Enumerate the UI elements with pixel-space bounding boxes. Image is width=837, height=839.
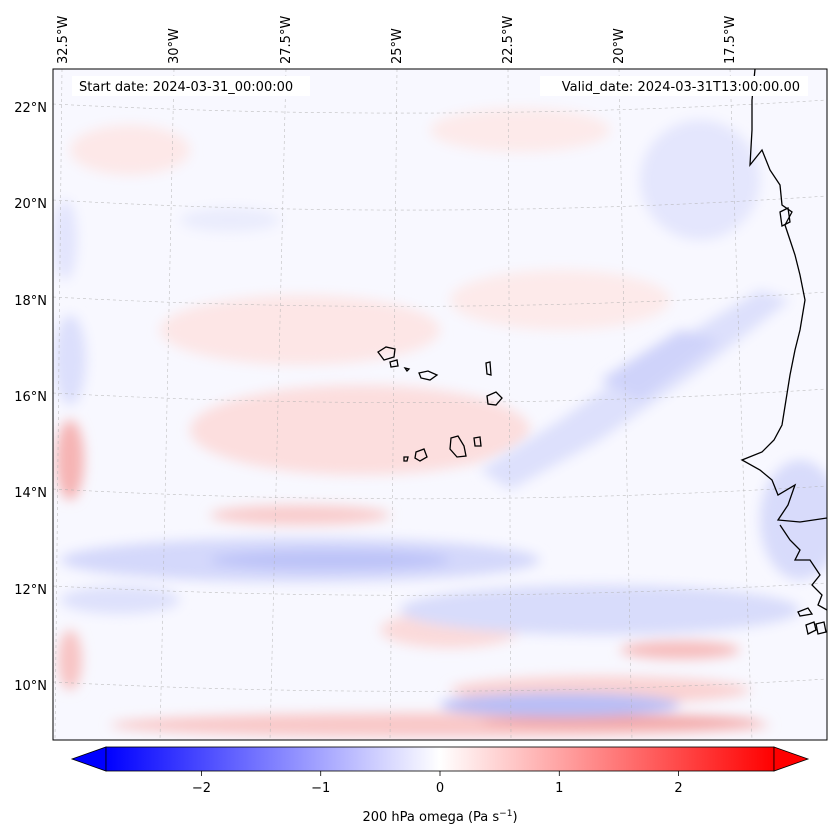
meridian-line — [729, 69, 753, 740]
parallel-line — [53, 388, 827, 403]
coastline-africa — [740, 69, 827, 523]
lat-label-16n: 16°N — [14, 390, 47, 405]
colorbar-label-main: 200 hPa omega (Pa s — [362, 810, 499, 825]
graticule — [53, 69, 827, 740]
meridian-line — [159, 69, 175, 740]
coastline-island-bijagos — [815, 621, 827, 635]
omega-positive-region — [160, 295, 440, 365]
parallel-line — [53, 195, 827, 211]
omega-positive-region — [620, 641, 740, 659]
colorbar-extend-min — [70, 746, 107, 772]
omega-negative-region — [53, 200, 77, 280]
colorbar-label-tail: ) — [512, 810, 517, 825]
latitude-labels: 22°N 20°N 18°N 16°N 14°N 12°N 10°N — [14, 101, 47, 694]
parallel-line — [53, 99, 827, 114]
omega-negative-region — [640, 120, 760, 240]
omega-positive-region — [450, 270, 670, 330]
omega-negative-region — [210, 550, 450, 570]
colorbar-tick-label: −2 — [192, 781, 211, 796]
meridian-line — [269, 69, 287, 740]
island-sao-nicolau — [418, 370, 439, 381]
lat-label-14n: 14°N — [14, 486, 47, 501]
omega-negative-band-shape — [600, 330, 720, 400]
omega-field — [53, 108, 827, 737]
colorbar-extend-max — [773, 746, 810, 772]
longitude-labels: 32.5°W 30°W 27.5°W 25°W 22.5°W 20°W 17.5… — [56, 16, 738, 64]
map-panel: Start date: 2024-03-31_00:00:00 Valid_da… — [53, 69, 827, 740]
valid-date-box — [540, 76, 808, 96]
coastline — [740, 69, 827, 635]
coastline-africa-south — [779, 524, 827, 611]
meridian-line — [507, 69, 512, 740]
colorbar-tick-label: 0 — [436, 781, 444, 796]
parallel-line — [53, 678, 827, 692]
coastline-island-bijagos — [805, 621, 817, 635]
lon-label-25w: 25°W — [390, 28, 405, 64]
colorbar-ticks: −2 −1 0 1 2 — [192, 771, 683, 796]
colorbar-label-exponent: −1 — [499, 809, 512, 819]
island-santo-antao — [377, 346, 396, 361]
parallel-line — [53, 291, 827, 307]
omega-positive-region — [56, 420, 84, 500]
island-sao-vicente — [389, 359, 399, 368]
lon-label-22-5w: 22.5°W — [501, 16, 516, 64]
island-boa-vista — [486, 391, 503, 406]
colorbar-gradient — [105, 746, 775, 772]
coastline-island-bijagos — [797, 607, 814, 617]
island-santiago — [449, 435, 467, 458]
lat-label-18n: 18°N — [14, 294, 47, 309]
island-maio — [473, 436, 482, 447]
omega-negative-region — [60, 586, 180, 614]
colorbar-tick-label: 1 — [555, 781, 563, 796]
lon-label-30w: 30°W — [167, 28, 182, 64]
meridian-line — [389, 69, 398, 740]
map-frame — [52, 68, 828, 741]
meridian-line — [54, 69, 63, 740]
omega-positive-region — [480, 715, 760, 729]
cape-verde-islands — [377, 346, 503, 462]
omega-negative-region — [400, 585, 800, 635]
start-date-box — [72, 76, 310, 96]
omega-negative-region — [440, 693, 680, 717]
island-sal — [485, 361, 492, 376]
omega-negative-region — [54, 315, 86, 405]
lat-label-12n: 12°N — [14, 583, 47, 598]
island-brava — [403, 456, 409, 462]
lon-label-20w: 20°W — [612, 28, 627, 64]
omega-positive-region — [58, 630, 82, 690]
omega-negative-region — [180, 208, 280, 232]
lon-label-32-5w: 32.5°W — [56, 16, 71, 64]
lat-label-20n: 20°N — [14, 197, 47, 212]
parallel-line — [53, 485, 827, 500]
colorbar-tick-label: −1 — [311, 781, 330, 796]
lon-label-17-5w: 17.5°W — [723, 16, 738, 64]
lat-label-10n: 10°N — [14, 679, 47, 694]
omega-positive-region — [70, 125, 190, 175]
colorbar: −2 −1 0 1 2 200 hPa omega (Pa s−1) — [70, 746, 810, 825]
start-date-label: Start date: 2024-03-31_00:00:00 — [79, 80, 293, 95]
island-santa-luzia — [403, 366, 411, 373]
omega-positive-region — [430, 108, 610, 152]
valid-date-label: Valid_date: 2024-03-31T13:00:00.00 — [562, 80, 800, 95]
island-fogo — [414, 448, 428, 462]
omega-positive-region — [210, 505, 390, 525]
coastline-island-tidra — [779, 207, 791, 227]
lat-label-22n: 22°N — [14, 101, 47, 116]
colorbar-tick-label: 2 — [674, 781, 682, 796]
omega-negative-band — [480, 290, 790, 490]
lon-label-27-5w: 27.5°W — [279, 16, 294, 64]
parallel-line — [53, 582, 827, 596]
meridian-line — [618, 69, 633, 740]
omega-negative-region — [760, 460, 827, 580]
colorbar-label: 200 hPa omega (Pa s−1) — [362, 809, 517, 825]
omega-positive-region — [190, 385, 530, 475]
